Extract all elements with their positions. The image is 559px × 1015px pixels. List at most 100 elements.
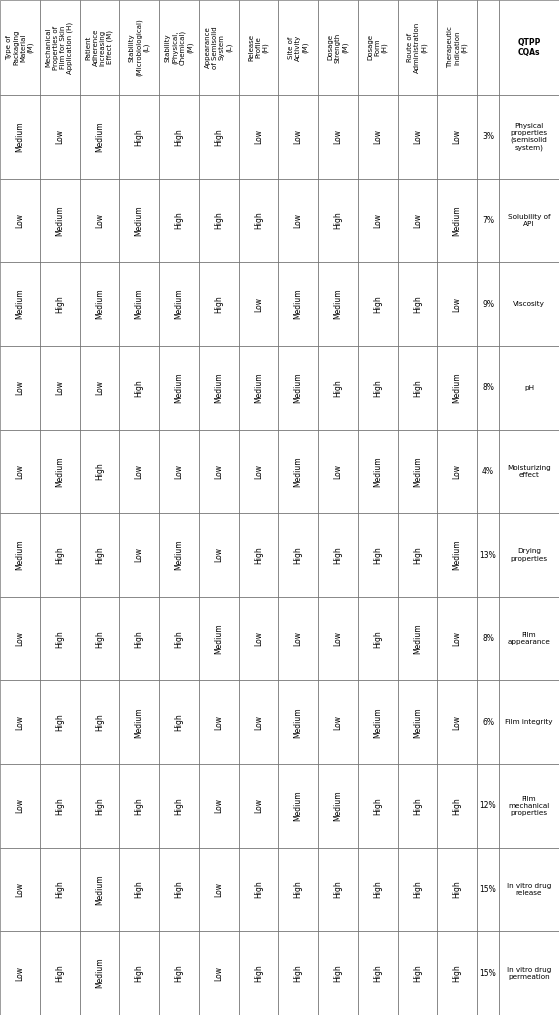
Text: High: High [413,295,422,313]
Text: High: High [95,629,104,648]
Text: High: High [293,881,302,898]
Bar [119,262,159,346]
Text: Medium: Medium [293,707,302,738]
Text: High: High [293,964,302,983]
Text: High: High [373,629,382,648]
Text: Physical
properties
(semisolid
system): Physical properties (semisolid system) [510,123,548,151]
Bar [239,680,278,764]
Text: Low: Low [453,129,462,144]
Bar [159,0,199,95]
Bar [397,346,437,429]
Text: Low: Low [373,129,382,144]
Text: Moisturizing
effect: Moisturizing effect [507,465,551,478]
Bar [0,0,40,95]
Bar [318,262,358,346]
Text: High: High [214,295,223,313]
Text: High: High [214,128,223,146]
Bar [358,514,397,597]
Bar [0,597,40,680]
Bar [477,764,499,848]
Bar [199,346,239,429]
Bar [437,179,477,262]
Bar [278,0,318,95]
Text: Low: Low [453,296,462,312]
Bar [397,95,437,179]
Text: High: High [333,881,342,898]
Bar [278,346,318,429]
Bar [119,597,159,680]
Text: Low: Low [16,464,25,479]
Bar [40,346,79,429]
Bar [79,262,119,346]
Text: Stability
(Physical,
Chemical)
(M): Stability (Physical, Chemical) (M) [164,29,193,65]
Bar [199,0,239,95]
Text: High: High [174,128,183,146]
Bar [278,514,318,597]
Text: Solubility of
API: Solubility of API [508,214,550,227]
Bar [437,0,477,95]
Bar [477,179,499,262]
Text: Medium: Medium [214,623,223,654]
Bar [358,429,397,514]
Bar [40,514,79,597]
Bar [278,932,318,1015]
Bar [40,597,79,680]
Text: Medium: Medium [293,373,302,403]
Text: Medium: Medium [333,791,342,821]
Text: Low: Low [333,464,342,479]
Text: High: High [135,629,144,648]
Text: High: High [373,881,382,898]
Text: High: High [174,964,183,983]
Text: High: High [55,797,64,815]
Bar [499,848,559,932]
Text: Low: Low [413,129,422,144]
Bar [159,429,199,514]
Bar [358,262,397,346]
Text: High: High [135,881,144,898]
Bar [397,597,437,680]
Bar [358,346,397,429]
Text: Viscosity: Viscosity [513,301,545,308]
Bar [499,429,559,514]
Text: Low: Low [135,464,144,479]
Bar [318,932,358,1015]
Text: High: High [95,463,104,480]
Text: Low: Low [214,547,223,562]
Bar [199,179,239,262]
Bar [159,597,199,680]
Bar [0,848,40,932]
Bar [397,932,437,1015]
Bar [397,179,437,262]
Text: Medium: Medium [135,289,144,320]
Text: High: High [174,714,183,731]
Text: Dosage
Form
(H): Dosage Form (H) [367,35,388,61]
Bar [239,95,278,179]
Text: Low: Low [214,715,223,730]
Text: High: High [135,797,144,815]
Text: Low: Low [16,799,25,813]
Bar [0,514,40,597]
Bar [119,429,159,514]
Text: High: High [333,211,342,229]
Bar [499,680,559,764]
Bar [318,764,358,848]
Text: 6%: 6% [482,718,494,727]
Bar [499,346,559,429]
Bar [79,680,119,764]
Text: Low: Low [254,129,263,144]
Bar [119,179,159,262]
Text: Low: Low [453,464,462,479]
Bar [437,597,477,680]
Bar [79,179,119,262]
Bar [199,262,239,346]
Text: pH: pH [524,385,534,391]
Bar [477,680,499,764]
Bar [79,932,119,1015]
Bar [0,262,40,346]
Text: Film
appearance: Film appearance [508,632,551,646]
Bar [397,429,437,514]
Text: Medium: Medium [174,289,183,320]
Bar [40,932,79,1015]
Bar [278,848,318,932]
Text: Medium: Medium [413,456,422,486]
